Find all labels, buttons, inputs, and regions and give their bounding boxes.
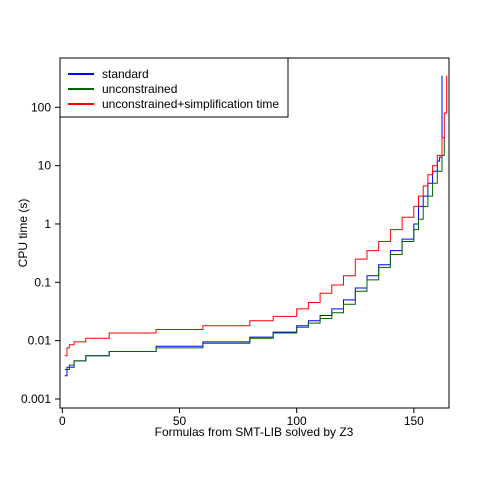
legend-label-unconstrained-simplification: unconstrained+simplification time <box>102 97 279 111</box>
series-line-unconstrained-simplification <box>64 75 448 357</box>
series-line-standard <box>64 75 443 377</box>
legend: standard unconstrained unconstrained+sim… <box>59 57 289 118</box>
y-tick-label: 100 <box>31 100 51 114</box>
y-tick-label: 0.01 <box>28 334 52 348</box>
x-tick-label: 100 <box>287 414 307 428</box>
series-layer <box>64 75 448 377</box>
series-line-unconstrained <box>64 137 445 370</box>
x-tick-label: 50 <box>173 414 187 428</box>
x-tick-label: 0 <box>59 414 66 428</box>
y-tick-label: 0.001 <box>21 392 51 406</box>
y-tick-label: 10 <box>38 159 52 173</box>
y-tick-label: 1 <box>44 217 51 231</box>
legend-box <box>59 57 289 118</box>
x-axis-label: Formulas from SMT-LIB solved by Z3 <box>155 425 354 439</box>
legend-label-standard: standard <box>102 67 149 81</box>
y-tick-label: 0.1 <box>34 275 51 289</box>
legend-label-unconstrained: unconstrained <box>102 82 177 96</box>
y-axis-label: CPU time (s) <box>16 199 30 268</box>
x-tick-label: 150 <box>404 414 424 428</box>
ticks-layer: 0 50 100 150 0.001 0.01 0.1 1 10 100 <box>21 100 424 428</box>
